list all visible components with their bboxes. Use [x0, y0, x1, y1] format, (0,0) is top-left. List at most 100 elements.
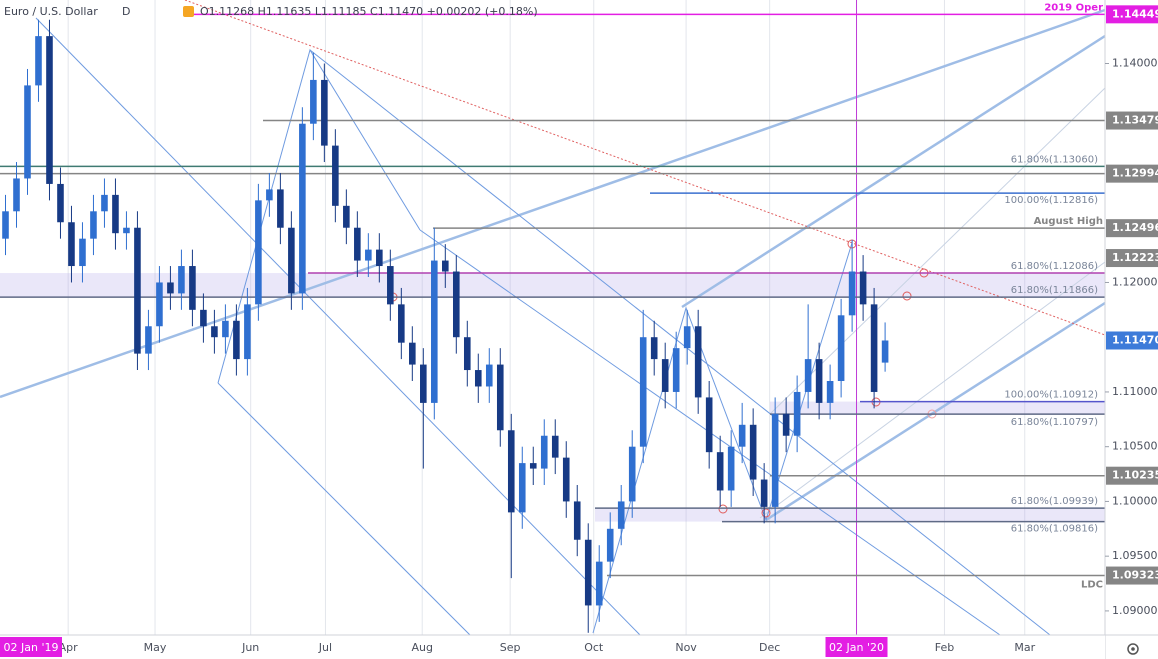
candle-body [123, 227, 130, 234]
candle-body [79, 238, 86, 267]
candle-body [266, 189, 273, 201]
candle-body [442, 260, 449, 272]
candle-body [738, 424, 746, 447]
settings-gear[interactable] [1127, 643, 1139, 655]
candles [2, 19, 889, 633]
candle-body [793, 391, 801, 436]
price-label-box [1106, 5, 1158, 24]
price-label: 1.13479 [1112, 114, 1158, 127]
fib-level-label: 61.80%(1.09939) [1011, 496, 1098, 507]
levels: 61.80%(1.13060) 100.00%(1.12816) 61.80%(1.… [0, 0, 1105, 635]
time-axis [0, 635, 1105, 659]
candle-body [354, 227, 361, 261]
trendline [769, 87, 1106, 415]
candle-body [431, 260, 438, 403]
channel-line [217, 382, 471, 636]
candle-body [661, 359, 669, 392]
price-label: 1.09323 [1112, 569, 1158, 582]
pivot-marker [718, 504, 728, 514]
candle-body [167, 282, 174, 294]
fib-level-label: 61.80%(1.12086) [1011, 261, 1098, 272]
candle-body [233, 320, 240, 360]
candle-body [529, 463, 537, 469]
price-label-box [1106, 331, 1158, 350]
candle-body [13, 178, 20, 212]
indicator-icon[interactable] [183, 6, 194, 17]
x-tick-label: Mar [1014, 641, 1035, 654]
y-tick-label: 1.09000 [1112, 604, 1158, 617]
candle-body [211, 326, 218, 338]
fib-level-label: 61.80%(1.10797) [1011, 417, 1098, 428]
channel-line [309, 49, 1051, 636]
ohlc-legend: O1.11268 H1.11635 L1.11185 C1.11470 +0.0… [200, 5, 538, 18]
y-tick-label: 1.11000 [1112, 385, 1158, 398]
channel-line [35, 17, 641, 636]
candle-body [365, 249, 372, 261]
candle-body [200, 309, 207, 327]
grid [67, 0, 1026, 635]
candle-body [189, 266, 196, 310]
trendline [681, 34, 1106, 309]
price-label: 1.12994 [1112, 167, 1158, 180]
candle-body [837, 315, 845, 381]
candle-body [420, 364, 427, 403]
candle-body [255, 200, 262, 305]
candle-body [540, 435, 548, 469]
candle-body [387, 266, 394, 305]
settings-gear-center[interactable] [1131, 647, 1135, 651]
price-label: 1.10235 [1112, 469, 1158, 482]
fib-zone [595, 508, 1105, 522]
fib-zone [770, 401, 1105, 415]
fib-level-label: 61.80%(1.09816) [1011, 524, 1098, 535]
candle-body [617, 501, 625, 529]
candle-body [826, 381, 834, 403]
candle-body [24, 85, 31, 179]
candle-body [496, 364, 504, 431]
candle-body [782, 413, 790, 436]
date-marker-box [825, 637, 888, 657]
x-tick-label: Aug [411, 641, 432, 654]
date-marker-label: 02 Jan '19 [4, 641, 59, 654]
candle-body [112, 194, 119, 234]
candle-body [606, 528, 614, 562]
candle-body [68, 222, 75, 267]
fib-level-label: 100.00%(1.12816) [1004, 195, 1098, 206]
candle-body [463, 337, 471, 371]
candle-body [672, 348, 680, 392]
candle-body [474, 370, 482, 387]
candle-body [859, 271, 867, 305]
fib-level-label: 61.80%(1.11866) [1011, 285, 1098, 296]
candle-body [376, 249, 383, 267]
candle-body [716, 452, 724, 491]
candle-body [90, 211, 97, 239]
x-tick-label: Oct [584, 641, 604, 654]
x-tick-label: Jul [318, 641, 332, 654]
candle-body [848, 271, 856, 316]
x-tick-label: Feb [935, 641, 954, 654]
date-marker-box [0, 637, 62, 657]
candle-body [595, 561, 603, 606]
candle-body [639, 337, 647, 447]
candle-body [507, 430, 515, 513]
x-tick-label: Jun [241, 641, 259, 654]
swing-line [217, 48, 421, 384]
candle-body [815, 359, 823, 403]
pivot-marker [902, 291, 912, 301]
candle-body [760, 479, 768, 507]
pivot-marker [761, 508, 771, 518]
candle-body [628, 446, 636, 502]
candle-body [749, 424, 757, 480]
candle-body [288, 227, 295, 294]
candle-body [101, 194, 108, 212]
level-annotation: 2019 Oper [1044, 2, 1103, 13]
candle-body [57, 183, 64, 223]
level-annotation: August High [1034, 216, 1103, 227]
trendline [0, 8, 1106, 399]
y-tick-label: 1.09500 [1112, 549, 1158, 562]
candle-body [134, 227, 141, 354]
fib-level-label: 61.80%(1.13060) [1011, 154, 1098, 165]
settings-icon[interactable] [1127, 643, 1139, 655]
candle-body [178, 266, 185, 294]
